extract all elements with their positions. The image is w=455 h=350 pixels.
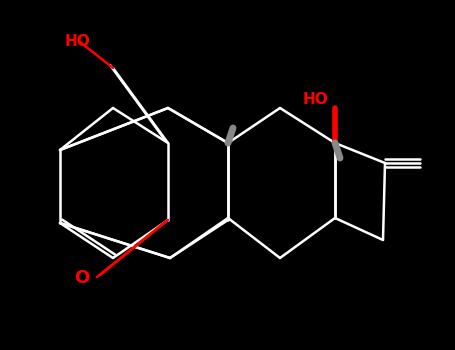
Text: HO: HO <box>302 92 328 107</box>
Text: O: O <box>74 269 90 287</box>
Text: HO: HO <box>65 35 91 49</box>
